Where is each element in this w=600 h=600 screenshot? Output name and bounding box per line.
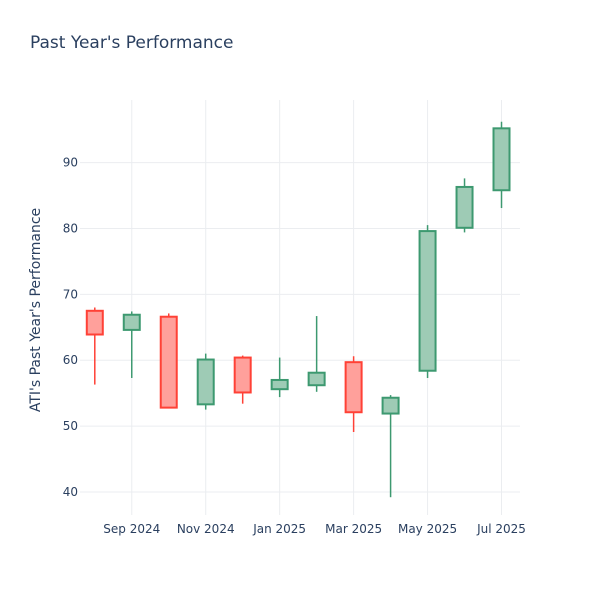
tick-layer: 40 50 60 70 80 90 Sep 2024 Nov 2024 Jan 2025 Mar …	[63, 156, 526, 536]
candle-body	[196, 358, 215, 406]
x-tick-label: Mar 2025	[325, 522, 382, 536]
candle-body	[344, 361, 363, 414]
candle-body	[418, 230, 437, 372]
candle-increasing	[418, 225, 437, 378]
x-tick-label: Jul 2025	[476, 522, 526, 536]
candle-decreasing	[159, 313, 178, 409]
x-tick-label: Jan 2025	[252, 522, 306, 536]
candle-decreasing	[233, 355, 252, 404]
x-tick-label: May 2025	[398, 522, 457, 536]
y-tick-label: 80	[63, 221, 78, 235]
x-tick-label: Sep 2024	[103, 522, 160, 536]
y-tick-label: 40	[63, 485, 78, 499]
candle-increasing	[381, 395, 400, 498]
candle-body	[270, 378, 289, 391]
candle-increasing	[492, 121, 511, 209]
candle-decreasing	[344, 356, 363, 432]
candle-body	[122, 313, 141, 331]
candle-body	[233, 356, 252, 394]
candle-body	[455, 185, 474, 229]
candle-body	[492, 127, 511, 192]
y-axis-label: ATI's Past Year's Performance	[28, 208, 44, 412]
y-tick-label: 50	[63, 419, 78, 433]
x-tick-label: Nov 2024	[177, 522, 235, 536]
candle-body	[85, 309, 104, 336]
candle-decreasing	[85, 307, 104, 385]
candle-increasing	[455, 178, 474, 233]
grid-layer	[80, 100, 520, 515]
candle-increasing	[307, 316, 326, 392]
candle-layer	[85, 121, 511, 498]
candle-increasing	[196, 353, 215, 410]
candle-increasing	[270, 357, 289, 398]
candle-body	[381, 396, 400, 415]
candle-body	[159, 315, 178, 409]
y-tick-label: 90	[63, 156, 78, 170]
chart-title: Past Year's Performance	[30, 33, 234, 53]
y-tick-label: 60	[63, 353, 78, 367]
candle-body	[307, 371, 326, 387]
candle-increasing	[122, 311, 141, 378]
y-tick-label: 70	[63, 287, 78, 301]
